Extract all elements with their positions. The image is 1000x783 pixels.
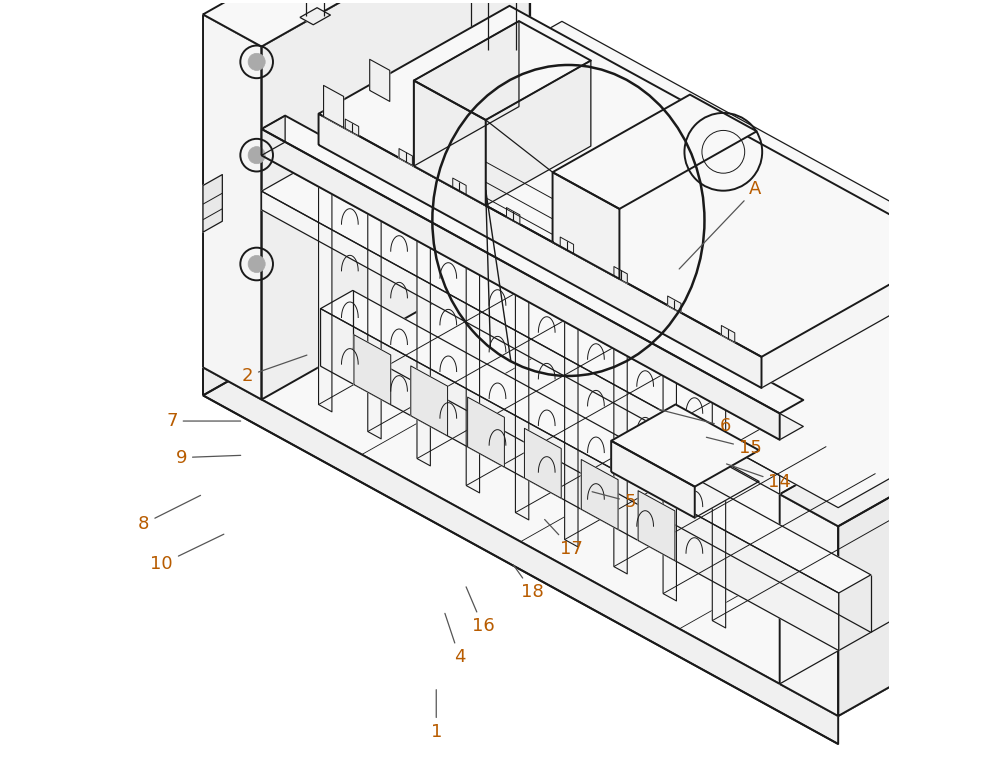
Polygon shape: [663, 334, 676, 601]
Polygon shape: [203, 197, 1000, 716]
Polygon shape: [611, 404, 759, 487]
Polygon shape: [560, 237, 574, 254]
Text: 16: 16: [466, 587, 494, 635]
Text: 2: 2: [242, 355, 307, 385]
Polygon shape: [638, 491, 675, 561]
Polygon shape: [262, 116, 285, 155]
Text: 8: 8: [138, 496, 201, 532]
Polygon shape: [614, 266, 627, 283]
Polygon shape: [453, 178, 466, 195]
Polygon shape: [468, 397, 504, 467]
Polygon shape: [203, 0, 530, 46]
Polygon shape: [262, 191, 780, 494]
Polygon shape: [262, 142, 803, 440]
Polygon shape: [321, 309, 839, 651]
Text: 10: 10: [150, 534, 224, 573]
Polygon shape: [780, 324, 1000, 526]
Polygon shape: [319, 37, 952, 388]
Polygon shape: [611, 435, 759, 518]
Polygon shape: [553, 95, 757, 209]
Text: 1: 1: [431, 690, 442, 741]
Polygon shape: [203, 14, 262, 399]
Text: 6: 6: [658, 410, 731, 435]
Text: 18: 18: [513, 565, 544, 601]
Polygon shape: [262, 21, 1000, 507]
Polygon shape: [668, 296, 681, 312]
Polygon shape: [203, 197, 503, 395]
Polygon shape: [565, 280, 578, 547]
Circle shape: [248, 255, 265, 272]
Polygon shape: [553, 172, 619, 279]
Polygon shape: [466, 226, 480, 493]
Circle shape: [248, 146, 265, 164]
Text: 14: 14: [727, 464, 791, 492]
Polygon shape: [721, 326, 735, 342]
Polygon shape: [319, 145, 332, 412]
Polygon shape: [399, 149, 412, 165]
Polygon shape: [319, 114, 762, 388]
Polygon shape: [262, 116, 803, 413]
Polygon shape: [324, 85, 344, 128]
Polygon shape: [354, 335, 391, 405]
Polygon shape: [417, 199, 430, 466]
Text: A: A: [679, 180, 761, 269]
Polygon shape: [411, 366, 448, 436]
Polygon shape: [262, 129, 780, 440]
Polygon shape: [414, 21, 591, 120]
Polygon shape: [319, 5, 952, 357]
Polygon shape: [486, 60, 591, 205]
Circle shape: [248, 53, 265, 70]
Polygon shape: [611, 441, 695, 518]
Polygon shape: [581, 460, 618, 529]
Polygon shape: [345, 119, 359, 135]
Polygon shape: [506, 207, 520, 224]
Polygon shape: [368, 171, 381, 438]
Polygon shape: [712, 361, 726, 628]
Polygon shape: [780, 494, 838, 716]
Text: 9: 9: [175, 449, 241, 467]
Text: 15: 15: [706, 437, 762, 457]
Polygon shape: [203, 367, 838, 744]
Polygon shape: [414, 81, 486, 205]
Polygon shape: [614, 307, 627, 574]
Polygon shape: [370, 60, 390, 102]
Text: 5: 5: [592, 492, 636, 511]
Polygon shape: [300, 8, 330, 25]
Polygon shape: [524, 428, 561, 498]
Polygon shape: [838, 356, 1000, 716]
Polygon shape: [262, 0, 530, 399]
Polygon shape: [203, 175, 222, 232]
Text: 17: 17: [545, 519, 583, 557]
Polygon shape: [414, 21, 519, 166]
Text: 4: 4: [445, 613, 465, 666]
Polygon shape: [321, 290, 871, 593]
Polygon shape: [515, 253, 529, 520]
Text: 7: 7: [166, 412, 241, 430]
